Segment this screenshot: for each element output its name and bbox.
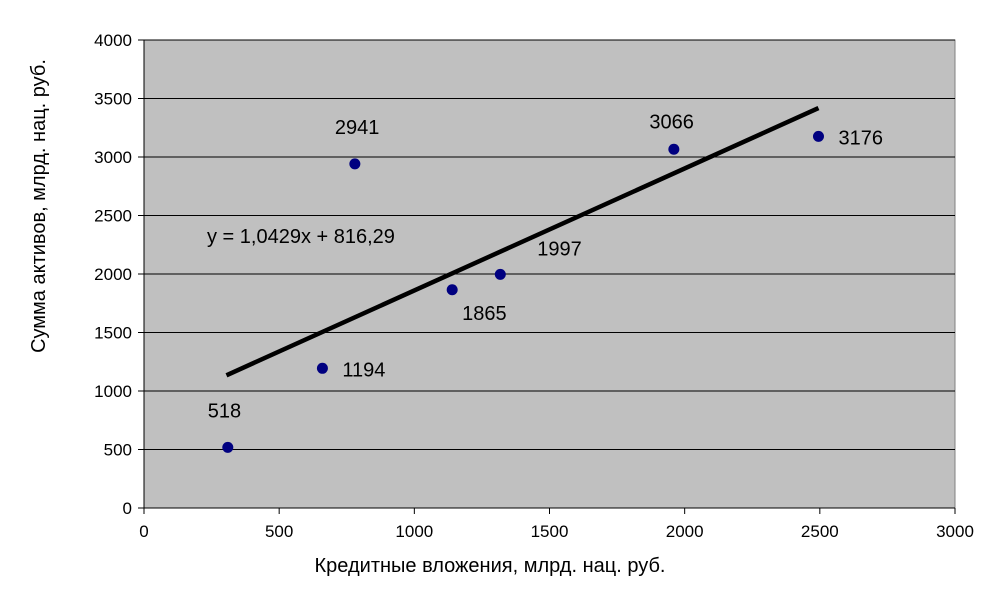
y-tick-label: 1000 xyxy=(94,382,132,401)
y-tick-label: 2500 xyxy=(94,207,132,226)
data-points xyxy=(222,130,824,453)
gridlines xyxy=(144,39,955,450)
data-point xyxy=(494,268,506,280)
x-tick-label: 2500 xyxy=(801,522,839,541)
data-label: 518 xyxy=(208,400,241,422)
y-tick-label: 3500 xyxy=(94,90,132,109)
trendline-layer xyxy=(225,106,820,378)
data-point xyxy=(446,284,458,296)
y-tick-label: 2000 xyxy=(94,265,132,284)
data-point xyxy=(349,158,361,170)
x-tick-label: 3000 xyxy=(936,522,974,541)
x-axis-title: Кредитные вложения, млрд. нац. руб. xyxy=(315,555,666,577)
data-label: 2941 xyxy=(335,117,380,139)
data-point xyxy=(812,130,824,142)
trendline-equation: y = 1,0429x + 816,29 xyxy=(207,226,395,248)
x-tick-label: 2000 xyxy=(666,522,704,541)
y-tick-label: 4000 xyxy=(94,31,132,50)
data-point xyxy=(316,362,328,374)
y-axis-title: Сумма активов, млрд. нац. руб. xyxy=(28,59,50,353)
y-tick-label: 1500 xyxy=(94,324,132,343)
x-tick-label: 1000 xyxy=(395,522,433,541)
data-label: 3066 xyxy=(649,111,694,133)
data-label: 3176 xyxy=(838,127,883,149)
data-label: 1194 xyxy=(342,359,385,381)
data-point xyxy=(222,441,234,453)
trendline xyxy=(225,106,820,378)
tick-labels: 0 500 1000 1500 2000 2500 3000 3500 4000 0 500 1000… xyxy=(94,31,974,541)
data-label: 1997 xyxy=(537,238,582,260)
data-point xyxy=(668,143,680,155)
y-tick-label: 500 xyxy=(104,441,132,460)
x-tick-label: 0 xyxy=(139,522,148,541)
y-tick-label: 3000 xyxy=(94,148,132,167)
data-labels: 518 1194 2941 1865 1997 3066 3176 xyxy=(208,111,883,422)
x-tick-label: 1500 xyxy=(531,522,569,541)
y-tick-label: 0 xyxy=(123,499,132,518)
data-label: 1865 xyxy=(462,303,507,325)
x-tick-label: 500 xyxy=(265,522,293,541)
